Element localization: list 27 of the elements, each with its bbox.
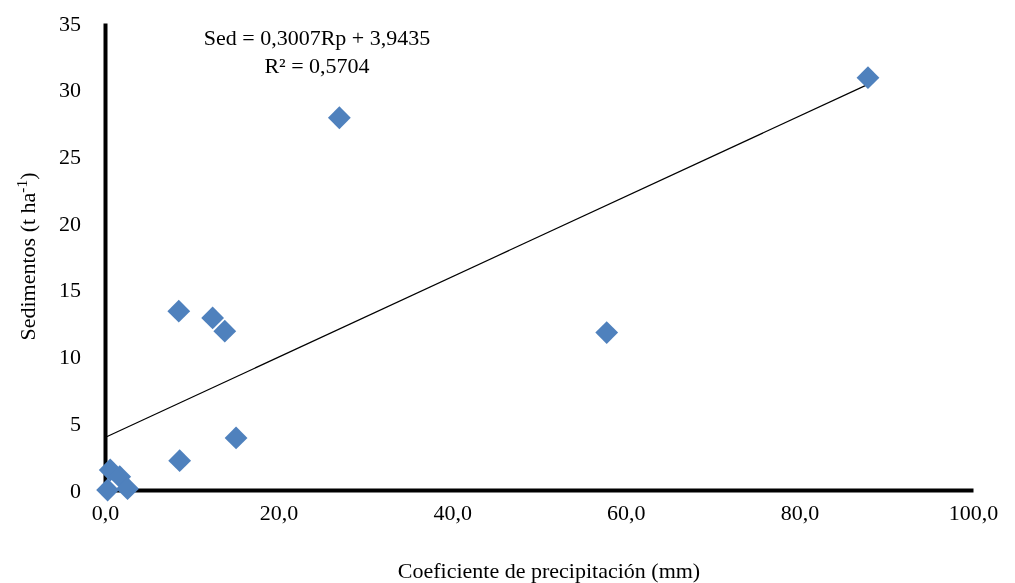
point [224,426,248,450]
point [213,319,237,343]
y-tick-label: 5 [70,410,81,436]
annotation: R² = 0,5704 [264,53,370,78]
x-axis-title: Coeficiente de precipitación (mm) [397,558,701,583]
x-tick-label: 100,0 [948,499,999,525]
point [595,321,619,344]
y-tick-label: 35 [59,10,81,36]
point [96,478,120,502]
point [327,106,351,130]
y-tick-label: 15 [59,277,81,303]
annotation: Sed = 0,3007Rp + 3,9435 [203,25,431,50]
point [856,66,880,90]
y-tick-label: 20 [59,210,81,236]
y-tick-label: 30 [59,77,81,103]
y-tick-label: 10 [59,344,81,370]
point [167,299,191,323]
x-tick-label: 40,0 [433,499,472,525]
point [168,449,192,473]
y-tick-label: 25 [59,143,81,169]
point [116,477,139,501]
x-tick-label: 80,0 [780,499,820,525]
x-tick-label: 20,0 [259,499,299,525]
x-tick-label: 60,0 [607,499,646,525]
x-tick-label: 0,0 [91,499,120,525]
y-tick-label: 0 [70,477,81,503]
point [201,306,225,330]
